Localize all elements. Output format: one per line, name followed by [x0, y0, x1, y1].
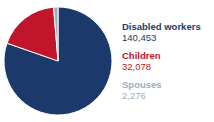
slice — [54, 7, 58, 61]
chart: Disabled workers140,453 Children32,078 Spo… — [0, 0, 214, 122]
slice — [7, 7, 58, 61]
slice-label: Spouses — [122, 79, 162, 90]
slice — [4, 7, 112, 115]
pie — [4, 7, 112, 115]
slice-label: Children — [122, 50, 161, 61]
data-label: 140,453 — [122, 32, 156, 43]
slices — [4, 7, 112, 115]
data-label: 32,078 — [122, 61, 151, 72]
slice-label: Disabled workers — [122, 21, 201, 32]
data-label: 2,276 — [122, 90, 146, 101]
labels: Disabled workers140,453 Children32,078 Spo… — [122, 21, 201, 102]
